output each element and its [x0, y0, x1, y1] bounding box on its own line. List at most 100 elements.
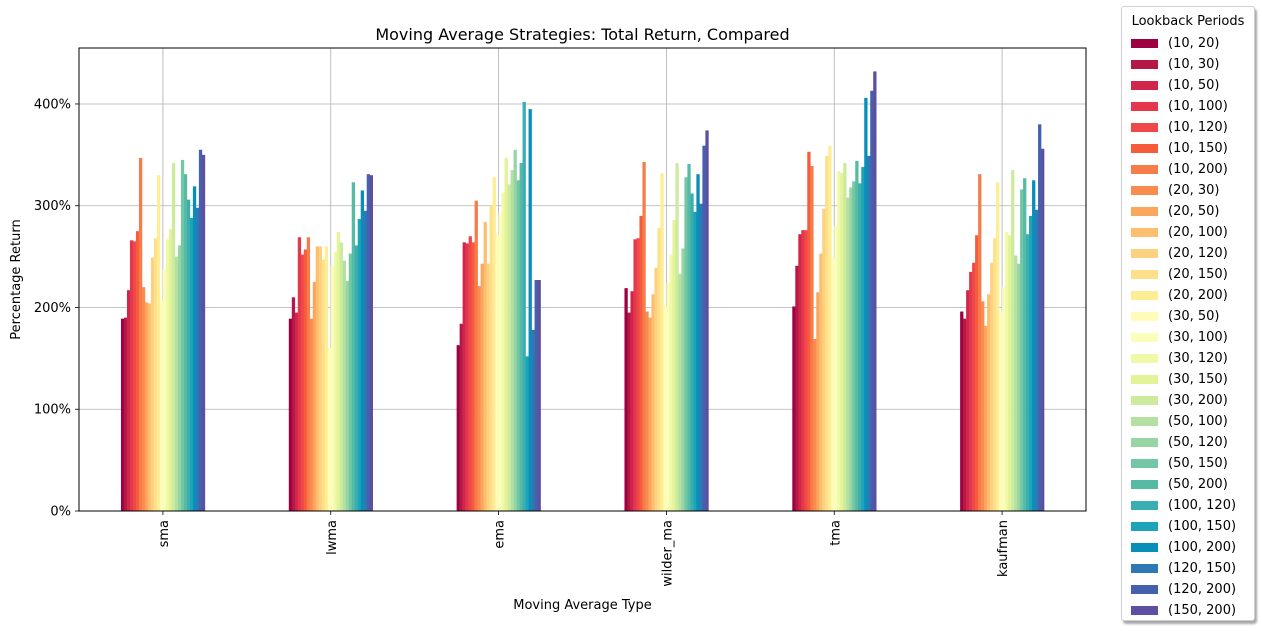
- bar: [693, 211, 697, 512]
- bar: [192, 186, 197, 511]
- legend-item: (30, 50): [1131, 308, 1220, 324]
- bar: [1014, 255, 1018, 511]
- bar: [357, 218, 362, 511]
- bar: [867, 155, 871, 511]
- bar: [498, 213, 502, 511]
- legend-swatch: [1131, 395, 1158, 405]
- bar: [129, 240, 134, 512]
- legend-label: (10, 30): [1168, 56, 1220, 72]
- legend-item: (10, 150): [1131, 140, 1228, 156]
- bar: [186, 199, 191, 511]
- bar: [468, 236, 472, 511]
- bar: [345, 281, 350, 511]
- legend-item: (100, 150): [1131, 518, 1236, 534]
- bar: [489, 205, 493, 511]
- legend-swatch: [1131, 185, 1158, 195]
- legend-label: (50, 200): [1168, 476, 1228, 492]
- bar: [639, 215, 643, 511]
- bar: [684, 177, 688, 511]
- bar: [351, 182, 356, 512]
- bar: [831, 258, 835, 511]
- bar: [495, 234, 499, 511]
- bar: [672, 219, 676, 511]
- bar: [123, 317, 128, 511]
- bar: [534, 280, 538, 511]
- bar: [651, 294, 655, 511]
- bar: [702, 145, 706, 511]
- legend-label: (10, 200): [1168, 161, 1228, 177]
- legend-item: (150, 200): [1131, 602, 1236, 618]
- legend-item: (20, 200): [1131, 287, 1228, 303]
- bar: [522, 101, 526, 511]
- bar: [1026, 234, 1030, 511]
- legend-label: (50, 100): [1168, 413, 1228, 429]
- bar: [297, 237, 302, 511]
- x-tick-label: tma: [828, 520, 843, 546]
- bar: [657, 228, 661, 511]
- y-tick-label: 400%: [34, 97, 71, 112]
- bar: [963, 318, 967, 511]
- bar: [456, 345, 460, 511]
- bar: [138, 157, 143, 511]
- bar: [873, 71, 877, 512]
- bar: [960, 311, 964, 511]
- legend-swatch: [1131, 521, 1158, 531]
- bar: [513, 149, 517, 511]
- legend-swatch: [1131, 563, 1158, 573]
- legend-label: (150, 200): [1168, 602, 1237, 618]
- legend-item: (50, 150): [1131, 455, 1228, 471]
- legend-label: (30, 100): [1168, 329, 1228, 345]
- bars: [120, 71, 1045, 512]
- bar: [369, 175, 374, 511]
- legend-label: (100, 150): [1168, 518, 1237, 534]
- bar: [486, 263, 490, 511]
- bar: [360, 190, 365, 511]
- bar: [807, 151, 811, 512]
- bar: [306, 237, 311, 511]
- bar: [648, 317, 652, 511]
- bar: [678, 273, 682, 511]
- bar: [990, 262, 994, 511]
- legend-swatch: [1131, 332, 1158, 342]
- x-tick-label: wilder_ma: [660, 520, 675, 587]
- legend-swatch: [1131, 479, 1158, 489]
- bar: [1005, 232, 1009, 511]
- x-tick-label: lwma: [325, 520, 340, 555]
- bar: [519, 162, 523, 511]
- bar: [132, 241, 137, 512]
- bar: [825, 155, 829, 511]
- x-tick-label: sma: [157, 520, 172, 547]
- bar: [480, 263, 484, 511]
- bar: [459, 323, 463, 511]
- legend-swatch: [1131, 248, 1158, 258]
- bar: [870, 90, 874, 511]
- bar: [288, 318, 293, 511]
- bar: [627, 312, 631, 511]
- legend: Lookback Periods (10, 20) (10, 30) (10, 50…: [1121, 6, 1255, 621]
- y-tick-label: 100%: [34, 403, 71, 418]
- legend-swatch: [1131, 269, 1158, 279]
- x-axis-label: Moving Average Type: [513, 598, 651, 613]
- legend-swatch: [1131, 164, 1158, 174]
- axes-frame: [78, 47, 1087, 512]
- bar: [861, 167, 865, 512]
- bar: [531, 329, 535, 511]
- bar: [969, 271, 973, 511]
- bar: [339, 242, 344, 511]
- bar: [195, 207, 200, 511]
- legend-label: (100, 200): [1168, 539, 1237, 555]
- bar: [492, 177, 496, 511]
- legend-label: (20, 100): [1168, 224, 1228, 240]
- bar: [354, 245, 359, 511]
- bar: [177, 245, 182, 511]
- y-tick-label: 200%: [34, 301, 71, 316]
- bar: [972, 262, 976, 511]
- bar: [798, 234, 802, 511]
- bar: [1041, 148, 1045, 511]
- legend-swatch: [1131, 38, 1158, 48]
- bar: [819, 253, 823, 512]
- bar: [699, 203, 703, 511]
- bar: [687, 164, 691, 511]
- legend-swatch: [1131, 227, 1158, 237]
